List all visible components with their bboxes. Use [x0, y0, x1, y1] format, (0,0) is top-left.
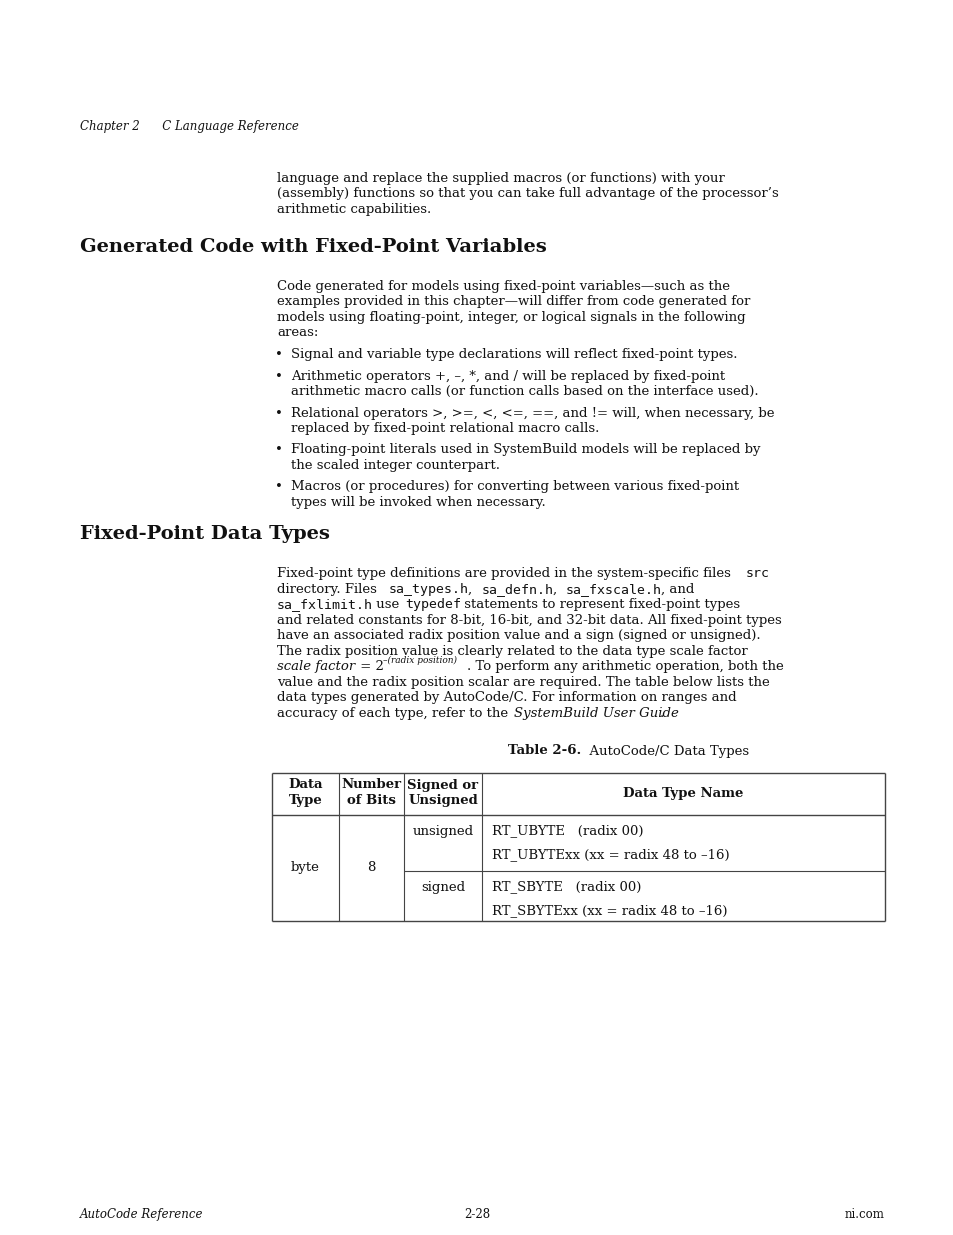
Text: •: •: [274, 406, 283, 420]
Text: language and replace the supplied macros (or functions) with your: language and replace the supplied macros…: [276, 172, 724, 185]
Text: sa_types.h: sa_types.h: [389, 583, 469, 597]
Text: Arithmetic operators +, –, *, and / will be replaced by fixed-point: Arithmetic operators +, –, *, and / will…: [291, 369, 724, 383]
Text: AutoCode Reference: AutoCode Reference: [80, 1208, 203, 1221]
Text: sa_fxlimit.h: sa_fxlimit.h: [276, 599, 373, 611]
Text: byte: byte: [291, 861, 319, 874]
Text: accuracy of each type, refer to the: accuracy of each type, refer to the: [276, 706, 512, 720]
Text: RT_UBYTExx (xx = radix 48 to –16): RT_UBYTExx (xx = radix 48 to –16): [492, 847, 729, 861]
Text: value and the radix position scalar are required. The table below lists the: value and the radix position scalar are …: [276, 676, 769, 689]
Text: RT_UBYTE   (radix 00): RT_UBYTE (radix 00): [492, 825, 643, 837]
Text: the scaled integer counterpart.: the scaled integer counterpart.: [291, 459, 499, 472]
Text: Type: Type: [289, 794, 322, 806]
Text: AutoCode/C Data Types: AutoCode/C Data Types: [580, 745, 748, 757]
Text: signed: signed: [420, 881, 464, 893]
Text: •: •: [274, 348, 283, 361]
Text: 8: 8: [367, 861, 375, 874]
Text: ni.com: ni.com: [844, 1208, 884, 1221]
Text: have an associated radix position value and a sign (signed or unsigned).: have an associated radix position value …: [276, 630, 760, 642]
Text: arithmetic capabilities.: arithmetic capabilities.: [276, 203, 431, 216]
Text: unsigned: unsigned: [412, 825, 473, 837]
Text: . To perform any arithmetic operation, both the: . To perform any arithmetic operation, b…: [466, 661, 783, 673]
Text: Fixed-point type definitions are provided in the system-specific files: Fixed-point type definitions are provide…: [276, 568, 735, 580]
Text: ,: ,: [552, 583, 560, 597]
Text: examples provided in this chapter—will differ from code generated for: examples provided in this chapter—will d…: [276, 295, 750, 309]
Text: Fixed-Point Data Types: Fixed-Point Data Types: [80, 526, 330, 543]
Text: Code generated for models using fixed-point variables—such as the: Code generated for models using fixed-po…: [276, 280, 729, 293]
Text: •: •: [274, 369, 283, 383]
Text: Floating-point literals used in SystemBuild models will be replaced by: Floating-point literals used in SystemBu…: [291, 443, 760, 457]
Text: use: use: [372, 599, 403, 611]
Text: scale factor: scale factor: [276, 661, 355, 673]
Text: Relational operators >, >=, <, <=, ==, and != will, when necessary, be: Relational operators >, >=, <, <=, ==, a…: [291, 406, 774, 420]
Text: Macros (or procedures) for converting between various fixed-point: Macros (or procedures) for converting be…: [291, 480, 739, 494]
Text: src: src: [744, 568, 769, 580]
Text: = 2: = 2: [355, 661, 384, 673]
Text: sa_fxscale.h: sa_fxscale.h: [565, 583, 661, 597]
Text: Data: Data: [288, 778, 322, 792]
Text: •: •: [274, 443, 283, 457]
Text: and related constants for 8-bit, 16-bit, and 32-bit data. All fixed-point types: and related constants for 8-bit, 16-bit,…: [276, 614, 781, 627]
Text: Number: Number: [341, 778, 401, 792]
Text: arithmetic macro calls (or function calls based on the interface used).: arithmetic macro calls (or function call…: [291, 385, 758, 398]
Text: (assembly) functions so that you can take full advantage of the processor’s: (assembly) functions so that you can tak…: [276, 188, 778, 200]
Text: RT_SBYTE   (radix 00): RT_SBYTE (radix 00): [492, 881, 640, 893]
Text: .: .: [659, 706, 663, 720]
Text: •: •: [274, 480, 283, 494]
Text: RT_SBYTExx (xx = radix 48 to –16): RT_SBYTExx (xx = radix 48 to –16): [492, 904, 727, 916]
Text: data types generated by AutoCode/C. For information on ranges and: data types generated by AutoCode/C. For …: [276, 692, 736, 704]
Text: sa_defn.h: sa_defn.h: [481, 583, 553, 597]
Text: SystemBuild User Guide: SystemBuild User Guide: [514, 706, 679, 720]
Text: Data Type Name: Data Type Name: [622, 787, 743, 800]
Text: replaced by fixed-point relational macro calls.: replaced by fixed-point relational macro…: [291, 422, 598, 435]
Text: Signal and variable type declarations will reflect fixed-point types.: Signal and variable type declarations wi…: [291, 348, 737, 361]
Text: directory. Files: directory. Files: [276, 583, 381, 597]
Text: typedef: typedef: [405, 599, 460, 611]
Text: areas:: areas:: [276, 326, 318, 340]
Text: Generated Code with Fixed-Point Variables: Generated Code with Fixed-Point Variable…: [80, 238, 546, 256]
Text: Signed or: Signed or: [407, 778, 478, 792]
Text: Table 2-6.: Table 2-6.: [507, 745, 580, 757]
Text: ,: ,: [468, 583, 476, 597]
Text: models using floating-point, integer, or logical signals in the following: models using floating-point, integer, or…: [276, 311, 745, 324]
Text: types will be invoked when necessary.: types will be invoked when necessary.: [291, 496, 545, 509]
Text: –(radix position): –(radix position): [382, 656, 456, 664]
Text: 2-28: 2-28: [463, 1208, 490, 1221]
Text: Unsigned: Unsigned: [408, 794, 477, 806]
Text: The radix position value is clearly related to the data type scale factor: The radix position value is clearly rela…: [276, 645, 747, 658]
Text: of Bits: of Bits: [347, 794, 395, 806]
Text: Chapter 2      C Language Reference: Chapter 2 C Language Reference: [80, 120, 298, 133]
Text: , and: , and: [660, 583, 694, 597]
Text: statements to represent fixed-point types: statements to represent fixed-point type…: [460, 599, 740, 611]
